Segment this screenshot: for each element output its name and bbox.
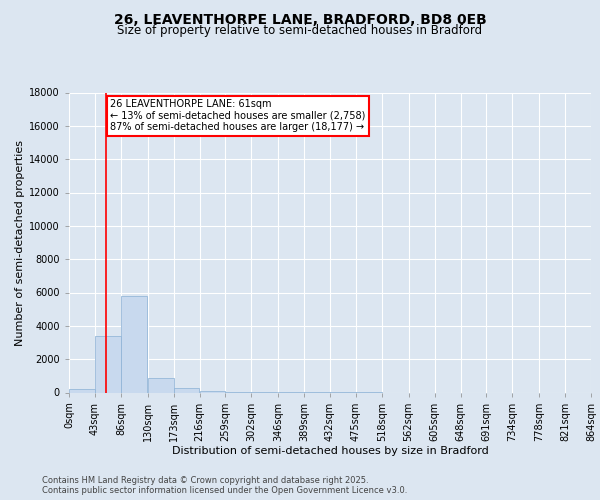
Text: 26 LEAVENTHORPE LANE: 61sqm
← 13% of semi-detached houses are smaller (2,758)
87: 26 LEAVENTHORPE LANE: 61sqm ← 13% of sem… (110, 99, 365, 132)
Text: Size of property relative to semi-detached houses in Bradford: Size of property relative to semi-detach… (118, 24, 482, 37)
Text: Contains HM Land Registry data © Crown copyright and database right 2025.
Contai: Contains HM Land Registry data © Crown c… (42, 476, 407, 495)
Bar (69, 389, 95, 392)
Bar (173, 388, 199, 392)
Bar (148, 378, 173, 392)
Bar (199, 391, 226, 392)
Text: 26, LEAVENTHORPE LANE, BRADFORD, BD8 0EB: 26, LEAVENTHORPE LANE, BRADFORD, BD8 0EB (113, 12, 487, 26)
Y-axis label: Number of semi-detached properties: Number of semi-detached properties (15, 140, 25, 346)
X-axis label: Distribution of semi-detached houses by size in Bradford: Distribution of semi-detached houses by … (172, 446, 488, 456)
Bar (121, 296, 147, 392)
Bar (95, 336, 121, 392)
